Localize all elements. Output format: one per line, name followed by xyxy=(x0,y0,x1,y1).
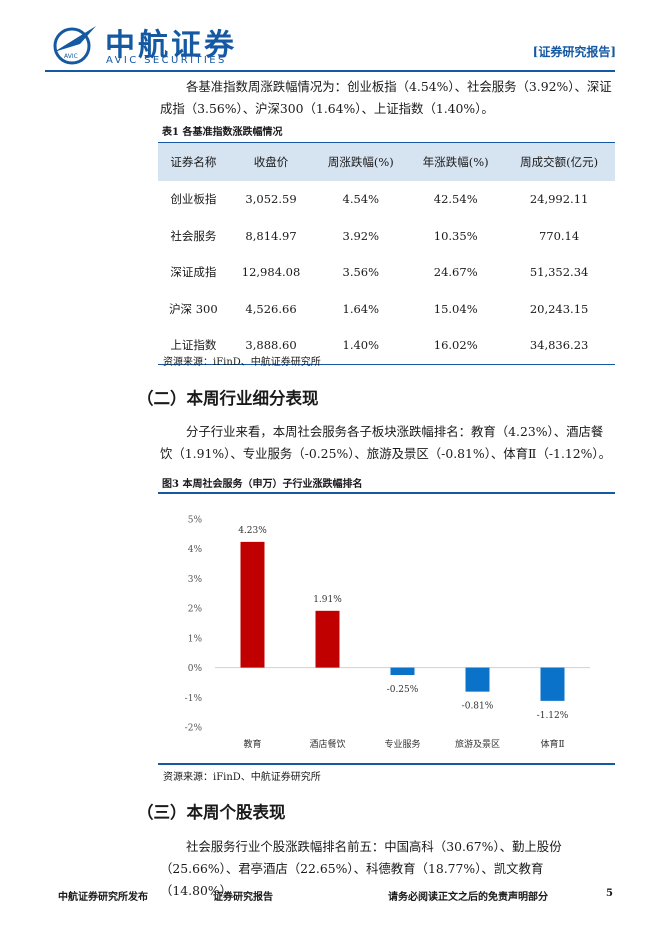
table-cell: 16.02% xyxy=(408,327,504,365)
table-cell: 51,352.34 xyxy=(529,265,589,280)
bar xyxy=(390,667,415,675)
table-cell: 上证指数 xyxy=(158,327,229,365)
y-tick-label: -2% xyxy=(185,724,203,734)
header-divider xyxy=(45,70,615,72)
figure-caption: 图3 本周社会服务（申万）子行业涨跌幅排名 xyxy=(162,479,363,490)
y-tick-label: 3% xyxy=(188,575,203,585)
table-caption: 表1 各基准指数涨跌幅情况 xyxy=(162,127,283,138)
y-tick-label: 2% xyxy=(188,605,203,615)
table-header-cell: 周涨跌幅(%) xyxy=(313,142,409,181)
y-tick-label: 0% xyxy=(188,664,203,674)
table-row: 沪深 300 4,526.66 1.64% 15.04% 20,243.15 xyxy=(158,291,615,328)
section2-paragraph: 分子行业来看，本周社会服务各子板块涨跌幅排名：教育（4.23%）、酒店餐饮（1.… xyxy=(160,424,612,461)
bar xyxy=(465,667,490,692)
bar-data-label: -1.12% xyxy=(537,711,569,721)
table-cell: 34,836.23 xyxy=(503,327,615,365)
x-category-label: 旅游及景区 xyxy=(455,738,500,750)
y-tick-label: -1% xyxy=(185,694,203,704)
section-heading: （三）本周个股表现 xyxy=(137,803,286,822)
y-tick-label: 5% xyxy=(188,516,203,526)
table-cell: 770.14 xyxy=(538,228,580,243)
table-cell: 12,984.08 xyxy=(241,265,301,280)
table-header-cell: 证券名称 xyxy=(158,142,229,181)
brand-name: 中航证券 xyxy=(105,28,237,63)
table-cell: 4.54% xyxy=(342,192,380,207)
bar xyxy=(315,610,340,668)
table-cell: 10.35% xyxy=(433,228,478,243)
table-cell: 24.67% xyxy=(433,265,478,280)
bar-data-label: 1.91% xyxy=(313,595,342,605)
table-cell: 15.04% xyxy=(433,301,478,316)
table-cell: 深证成指 xyxy=(170,265,217,280)
y-tick-label: 4% xyxy=(188,545,203,555)
table-header-cell: 周成交额(亿元) xyxy=(503,142,615,181)
table-cell: 1.64% xyxy=(342,301,380,316)
svg-text:AVIC: AVIC xyxy=(64,53,78,60)
table-cell: 创业板指 xyxy=(170,192,217,207)
table-row: 深证成指 12,984.08 3.56% 24.67% 51,352.34 xyxy=(158,254,615,291)
table-cell: 3.92% xyxy=(342,228,380,243)
y-tick-label: 1% xyxy=(188,634,203,644)
figure-bottom-rule xyxy=(158,763,615,765)
table-source-note: 资源来源：iFinD、中航证券研究所 xyxy=(163,357,321,368)
table-cell: 20,243.15 xyxy=(529,301,589,316)
bar xyxy=(240,541,265,668)
document-type-tag: [证券研究报告] xyxy=(532,45,616,59)
table-cell: 沪深 300 xyxy=(169,301,218,316)
section-heading: （二）本周行业细分表现 xyxy=(137,389,319,408)
table-cell: 3,888.60 xyxy=(228,327,314,365)
table-cell: 社会服务 xyxy=(170,228,217,243)
page-number: 5 xyxy=(606,888,613,899)
table-cell: 4,526.66 xyxy=(245,301,297,316)
table-cell: 3.56% xyxy=(342,265,380,280)
table-cell: 24,992.11 xyxy=(529,192,589,207)
table-cell: 8,814.97 xyxy=(245,228,297,243)
footer-publisher: 中航证券研究所发布 xyxy=(58,892,148,903)
brand-name-en: AVIC SECURITIES xyxy=(106,55,227,66)
intro-paragraph: 各基准指数周涨跌幅情况为：创业板指（4.54%）、社会服务（3.92%）、深证成… xyxy=(160,79,612,116)
figure-source-note: 资源来源：iFinD、中航证券研究所 xyxy=(163,772,321,783)
index-performance-table: 证券名称 收盘价 周涨跌幅(%) 年涨跌幅(%) 周成交额(亿元) 创业板指 3… xyxy=(158,142,615,365)
bar-data-label: 4.23% xyxy=(238,526,267,536)
table-header-row: 证券名称 收盘价 周涨跌幅(%) 年涨跌幅(%) 周成交额(亿元) xyxy=(158,142,615,181)
subindustry-bar-chart: 5% 4% 3% 2% 1% 0% -1% -2% 4.23% 1.91% -0.25% -0.81… xyxy=(185,516,590,750)
bar-data-label: -0.81% xyxy=(462,702,494,712)
x-category-label: 专业服务 xyxy=(384,738,420,750)
brand-logo: AVIC 中航证券 AVIC SECURITIES xyxy=(50,22,235,66)
table-header-cell: 收盘价 xyxy=(228,142,314,181)
figure-top-rule xyxy=(158,492,615,494)
table-row: 社会服务 8,814.97 3.92% 10.35% 770.14 xyxy=(158,218,615,255)
table-cell: 1.40% xyxy=(313,327,409,365)
table-header-cell: 年涨跌幅(%) xyxy=(408,142,504,181)
table-row: 上证指数 3,888.60 1.40% 16.02% 34,836.23 xyxy=(158,327,615,365)
section3-paragraph: 社会服务行业个股涨跌幅排名前五：中国高科（30.67%）、勤上股份（25.66%… xyxy=(160,839,562,898)
x-category-label: 酒店餐饮 xyxy=(309,738,345,750)
footer-doc-type: 证券研究报告 xyxy=(213,892,273,903)
table-row: 创业板指 3,052.59 4.54% 42.54% 24,992.11 xyxy=(158,181,615,218)
x-category-label: 体育Ⅱ xyxy=(540,738,564,750)
footer-disclaimer: 请务必阅读正文之后的免责声明部分 xyxy=(388,892,548,903)
table-cell: 42.54% xyxy=(433,192,478,207)
table-cell: 3,052.59 xyxy=(245,192,297,207)
bar-data-label: -0.25% xyxy=(387,685,419,695)
bar xyxy=(540,667,565,701)
x-category-label: 教育 xyxy=(243,738,261,750)
avic-logo-icon: AVIC xyxy=(53,26,96,65)
